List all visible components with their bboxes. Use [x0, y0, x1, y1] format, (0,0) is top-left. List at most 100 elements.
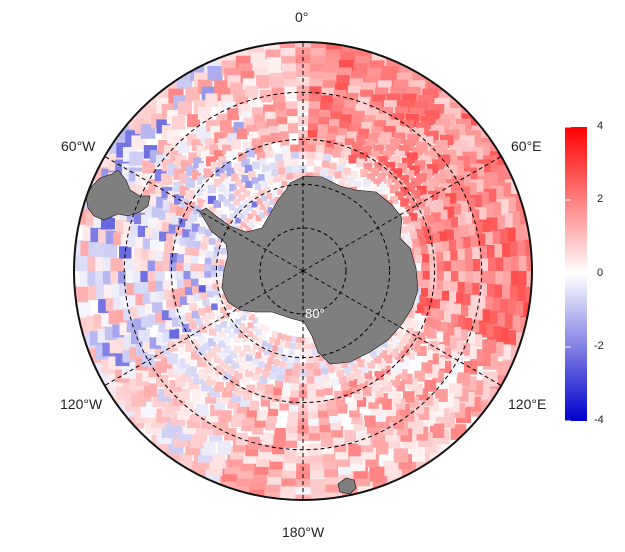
anomaly-cell [430, 299, 440, 309]
anomaly-cell [278, 367, 286, 375]
anomaly-cell [274, 428, 286, 440]
anomaly-cell [196, 403, 209, 416]
anomaly-cell [440, 251, 451, 261]
anomaly-cell [419, 245, 428, 255]
anomaly-cell [223, 199, 231, 207]
anomaly-cell [148, 250, 159, 261]
anomaly-cell [197, 335, 206, 344]
anomaly-cell [414, 271, 423, 280]
anomaly-cell [189, 231, 198, 240]
anomaly-cell [213, 178, 223, 188]
anomaly-cell [447, 314, 458, 326]
anomaly-cell [207, 338, 216, 347]
anomaly-cell [254, 416, 266, 428]
anomaly-cell [346, 372, 355, 381]
anomaly-cell [202, 235, 210, 244]
anomaly-cell [315, 145, 325, 155]
anomaly-cell [251, 138, 262, 148]
anomaly-cell [318, 117, 330, 128]
anomaly-cell [444, 193, 457, 205]
anomaly-cell [389, 392, 401, 404]
anomaly-cell [326, 399, 336, 409]
anomaly-cell [363, 162, 373, 172]
anomaly-cell [453, 316, 465, 328]
anomaly-cell [291, 375, 300, 384]
anomaly-cell [338, 158, 347, 167]
anomaly-cell [220, 172, 229, 182]
anomaly-cell [251, 177, 259, 185]
anomaly-cell [247, 205, 254, 211]
anomaly-cell [423, 235, 433, 245]
anomaly-cell [178, 218, 188, 228]
anomaly-cell [218, 350, 227, 359]
anomaly-cell [198, 249, 206, 257]
anomaly-cell [390, 156, 400, 167]
anomaly-cell [263, 349, 270, 356]
anomaly-cell [230, 415, 242, 427]
anomaly-cell [173, 181, 184, 193]
anomaly-cell [168, 308, 179, 318]
anomaly-cell [266, 412, 277, 424]
anomaly-cell [190, 278, 199, 287]
anomaly-cell [236, 128, 248, 140]
anomaly-cell [254, 366, 263, 375]
anomaly-cell [205, 93, 219, 107]
anomaly-cell [421, 271, 430, 280]
anomaly-cell [173, 297, 183, 307]
anomaly-cell [233, 336, 240, 343]
anomaly-cell [338, 180, 346, 188]
anomaly-cell [227, 133, 238, 144]
anomaly-cell [152, 229, 163, 240]
anomaly-cell [402, 233, 411, 242]
anomaly-cell [210, 370, 221, 381]
anomaly-cell [200, 292, 208, 300]
anomaly-cell [198, 226, 206, 234]
colorbar-tick-label: 0 [597, 267, 604, 279]
anomaly-cell [325, 140, 335, 150]
anomaly-cell [368, 133, 379, 144]
anomaly-cell [185, 86, 200, 102]
land-layer [85, 169, 419, 495]
anomaly-cell [269, 371, 277, 380]
anomaly-cell [135, 171, 149, 185]
anomaly-cell [204, 271, 211, 278]
anomaly-cell [133, 271, 145, 283]
anomaly-cell [222, 144, 233, 155]
anomaly-cell [421, 306, 431, 316]
anomaly-cell [266, 343, 273, 350]
anomaly-cell [327, 126, 338, 136]
anomaly-cell [234, 386, 244, 396]
anomaly-cell [335, 397, 346, 407]
anomaly-cell [237, 310, 244, 317]
anomaly-cell [167, 353, 179, 365]
anomaly-cell [243, 413, 255, 425]
anomaly-cell [252, 107, 264, 119]
anomaly-cell [406, 223, 415, 232]
anomaly-cell [390, 338, 399, 347]
anomaly-cell [240, 314, 247, 321]
anomaly-cell [260, 354, 268, 362]
anomaly-cell [412, 220, 421, 230]
anomaly-cell [251, 357, 259, 365]
anomaly-cell [381, 167, 391, 177]
anomaly-cell [269, 162, 277, 171]
anomaly-cell [191, 170, 202, 181]
anomaly-cell [307, 402, 318, 412]
anomaly-cell [311, 349, 318, 356]
anomaly-cell [448, 383, 463, 397]
anomaly-cell [247, 196, 254, 203]
anomaly-cell [284, 159, 292, 167]
anomaly-cell [306, 158, 315, 167]
anomaly-cell [269, 198, 276, 205]
anomaly-cell [186, 165, 197, 176]
anomaly-cell [280, 394, 290, 404]
anomaly-cell [271, 345, 278, 352]
anomaly-cell [443, 229, 454, 240]
anomaly-cell [356, 158, 365, 168]
anomaly-cell [196, 186, 206, 196]
anomaly-cell [402, 216, 411, 225]
anomaly-cell [273, 359, 280, 367]
anomaly-cell [179, 358, 190, 369]
anomaly-cell [394, 180, 404, 190]
anomaly-cell [255, 215, 262, 222]
